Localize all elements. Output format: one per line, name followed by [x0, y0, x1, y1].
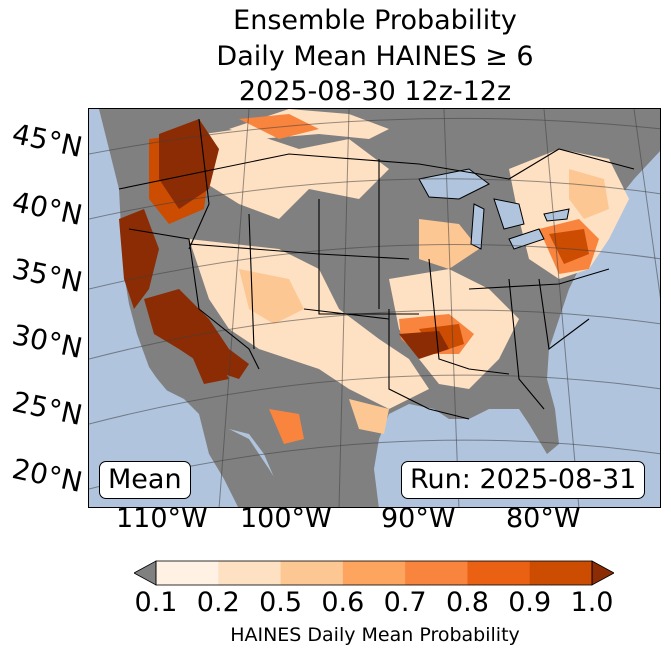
- lat-label-40: 40°N: [9, 185, 86, 232]
- colorbar-tick-label: 0.9: [508, 587, 552, 618]
- baja-water: [149, 369, 204, 459]
- colorbar-bin: [218, 561, 282, 585]
- colorbar-tick-label: 1.0: [570, 587, 614, 618]
- map-svg: [89, 109, 660, 507]
- stat-type-box: Mean: [99, 461, 191, 499]
- lon-label-90w: 90°W: [381, 503, 456, 534]
- title-line-1: Ensemble Probability: [233, 5, 517, 36]
- lat-label-30: 30°N: [9, 318, 86, 365]
- title-line-3: 2025-08-30 12z-12z: [238, 76, 512, 107]
- graticule: [89, 109, 660, 507]
- colorbar-label: HAINES Daily Mean Probability: [230, 624, 520, 646]
- colorbar-bin: [467, 561, 531, 585]
- colorbar-bin: [405, 561, 468, 585]
- lat-label-45: 45°N: [9, 117, 86, 164]
- lat-label-25: 25°N: [9, 385, 86, 432]
- lon-label-110w: 110°W: [116, 503, 208, 534]
- lat-label-20: 20°N: [9, 452, 86, 499]
- map-panel: Mean Run: 2025-08-31: [88, 108, 661, 508]
- colorbar-tick-label: 0.7: [383, 587, 427, 618]
- colorbar-outline: [155, 560, 593, 586]
- lat-label-35: 35°N: [9, 252, 86, 299]
- colorbar-bin: [342, 561, 406, 585]
- great-lakes: [418, 168, 570, 250]
- colorbar-bin: [280, 561, 344, 585]
- colorbar: [134, 560, 614, 586]
- lon-label-80w: 80°W: [506, 503, 581, 534]
- mexico-land: [199, 414, 293, 507]
- colorbar-tick-label: 0.2: [196, 587, 240, 618]
- prob-fill-darkest: [119, 119, 449, 384]
- colorbar-tick-label: 0.6: [321, 587, 365, 618]
- colorbar-tick-label: 0.5: [259, 587, 303, 618]
- colorbar-bin: [529, 561, 593, 585]
- title-line-2: Daily Mean HAINES ≥ 6: [216, 41, 534, 72]
- colorbar-over-arrow: [591, 560, 614, 586]
- colorbar-tick-label: 0.8: [445, 587, 489, 618]
- colorbar-tick-label: 0.1: [134, 587, 178, 618]
- colorbar-bin: [156, 561, 219, 585]
- state-borders: [118, 118, 635, 420]
- colorbar-under-arrow: [134, 560, 157, 586]
- lon-label-100w: 100°W: [240, 503, 332, 534]
- run-date-box: Run: 2025-08-31: [401, 461, 646, 499]
